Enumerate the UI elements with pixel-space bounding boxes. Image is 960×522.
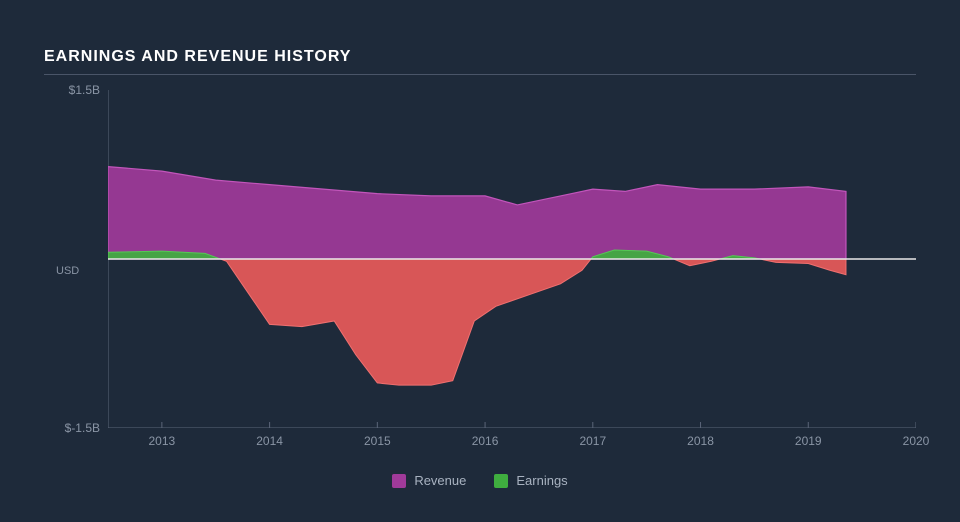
- legend-item-revenue: Revenue: [392, 473, 466, 488]
- y-tick-label: $1.5B: [44, 83, 100, 97]
- earnings-swatch: [494, 474, 508, 488]
- y-tick-label: $-1.5B: [44, 421, 100, 435]
- chart-svg: [108, 90, 916, 428]
- x-tick-label: 2017: [579, 434, 606, 448]
- legend-item-earnings: Earnings: [494, 473, 567, 488]
- x-tick-label: 2013: [149, 434, 176, 448]
- legend-label: Revenue: [414, 473, 466, 488]
- x-tick-label: 2018: [687, 434, 714, 448]
- legend: Revenue Earnings: [0, 473, 960, 488]
- y-axis-title: USD: [56, 265, 79, 277]
- x-tick-label: 2014: [256, 434, 283, 448]
- x-tick-label: 2020: [903, 434, 930, 448]
- chart-container: USD $1.5B$-1.5B2013201420152016201720182…: [44, 90, 916, 452]
- x-tick-label: 2019: [795, 434, 822, 448]
- chart-title: EARNINGS AND REVENUE HISTORY: [44, 48, 351, 66]
- legend-label: Earnings: [516, 473, 567, 488]
- plot-area: [108, 90, 916, 428]
- revenue-swatch: [392, 474, 406, 488]
- x-tick-label: 2015: [364, 434, 391, 448]
- x-tick-label: 2016: [472, 434, 499, 448]
- title-underline: [44, 74, 916, 75]
